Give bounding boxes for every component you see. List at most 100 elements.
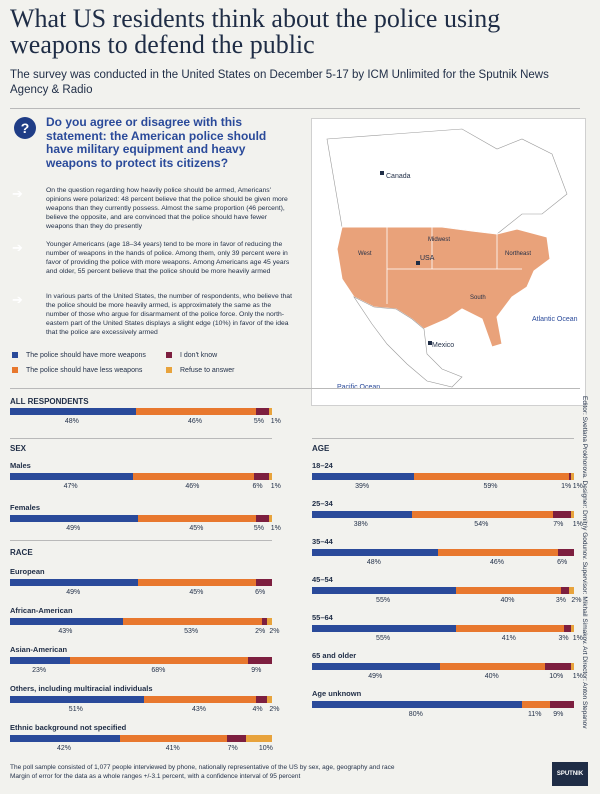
data-label: 40% — [500, 597, 515, 604]
data-label: 2% — [269, 628, 280, 635]
row-label: 18–24 — [312, 461, 333, 470]
divider — [10, 540, 272, 541]
bar-segment-more — [10, 515, 139, 522]
bar-segment-more — [312, 473, 415, 480]
data-label: 55% — [376, 635, 391, 642]
divider — [10, 388, 580, 389]
bar-segment-less — [70, 657, 249, 664]
row-label: Ethnic background not specified — [10, 723, 127, 732]
note-1: On the question regarding how heavily po… — [46, 187, 288, 230]
credits: Editor: Svetlana Prokhorova. Designer: D… — [581, 396, 588, 729]
bar-segment-refuse — [266, 696, 272, 703]
question-text: Do you agree or disagree with this state… — [46, 115, 267, 170]
data-label: 2% — [269, 706, 280, 713]
legend-swatch — [12, 367, 18, 374]
stacked-bar — [10, 579, 272, 586]
map-label-south: South — [470, 295, 486, 301]
data-label: 7% — [553, 521, 564, 528]
data-label: 68% — [151, 667, 166, 674]
arrow-icon: ➔ — [12, 292, 23, 307]
data-label: 2% — [255, 628, 266, 635]
row-label: 65 and older — [312, 651, 357, 660]
data-label: 10% — [549, 673, 564, 680]
bar-segment-dontknow — [545, 663, 572, 670]
note-2: Younger Americans (age 18–34 years) tend… — [46, 241, 290, 275]
stacked-bar — [10, 515, 272, 522]
bar-segment-dontknow — [253, 473, 270, 480]
map-label-pacific: Pacific Ocean — [337, 384, 380, 391]
data-label: 46% — [188, 418, 203, 425]
stacked-bar — [312, 701, 574, 708]
section-race: RACE — [10, 548, 33, 557]
stacked-bar — [312, 625, 574, 632]
data-label: 43% — [191, 706, 206, 713]
bar-segment-dontknow — [560, 587, 569, 594]
data-label: 53% — [184, 628, 199, 635]
arrow-icon: ➔ — [12, 240, 23, 255]
map-label-mexico: Mexico — [432, 342, 454, 349]
data-label: 59% — [483, 483, 498, 490]
data-label: 5% — [253, 525, 264, 532]
bar-segment-less — [414, 473, 569, 480]
data-label: 1% — [270, 483, 281, 490]
canada-land — [326, 128, 568, 235]
usa-land — [336, 226, 551, 348]
bar-segment-refuse — [266, 618, 272, 625]
data-label: 1% — [572, 521, 583, 528]
bar-segment-refuse — [571, 511, 574, 518]
section-all: ALL RESPONDENTS — [10, 397, 89, 406]
data-label: 2% — [571, 597, 582, 604]
stacked-bar — [312, 587, 574, 594]
bar-segment-dontknow — [248, 657, 272, 664]
bar-segment-less — [138, 579, 257, 586]
data-label: 4% — [252, 706, 263, 713]
row-label: Age unknown — [312, 689, 362, 698]
bar-segment-less — [143, 696, 257, 703]
bar-segment-less — [456, 587, 561, 594]
bar-segment-dontknow — [227, 735, 246, 742]
data-label: 1% — [270, 418, 281, 425]
stacked-bar — [312, 511, 574, 518]
bar-segment-refuse — [571, 625, 574, 632]
note-3: In various parts of the United States, t… — [46, 293, 292, 336]
stacked-bar — [312, 549, 574, 556]
data-label: 7% — [227, 745, 238, 752]
arrow-icon: ➔ — [12, 186, 23, 201]
data-label: 49% — [368, 673, 383, 680]
legend-dontknow: I don't know — [166, 352, 217, 359]
stacked-bar — [312, 473, 574, 480]
bar-segment-more — [312, 701, 522, 708]
bar-segment-more — [312, 549, 438, 556]
data-label: 23% — [32, 667, 47, 674]
bar-segment-more — [10, 618, 123, 625]
row-label: 45–54 — [312, 575, 333, 584]
bar-segment-more — [10, 696, 144, 703]
data-label: 40% — [484, 673, 499, 680]
bar-segment-less — [437, 549, 559, 556]
data-label: 48% — [64, 418, 79, 425]
data-label: 43% — [58, 628, 73, 635]
row-label: 25–34 — [312, 499, 333, 508]
row-label: 55–64 — [312, 613, 333, 622]
legend-label: I don't know — [180, 352, 218, 359]
bar-segment-less — [411, 511, 554, 518]
row-label: European — [10, 567, 45, 576]
bar-segment-dontknow — [558, 549, 574, 556]
row-label: Others, including multiracial individual… — [10, 684, 153, 693]
bar-segment-less — [456, 625, 564, 632]
section-sex: SEX — [10, 444, 27, 453]
bar-segment-more — [312, 663, 441, 670]
bar-segment-dontknow — [256, 696, 267, 703]
data-label: 3% — [555, 597, 566, 604]
bar-segment-refuse — [269, 515, 272, 522]
bar-segment-less — [521, 701, 551, 708]
legend-swatch — [166, 367, 172, 374]
bar-segment-more — [10, 408, 136, 415]
legend-label: The police should have more weapons — [26, 352, 146, 359]
row-label: African-American — [10, 606, 73, 615]
bar-segment-more — [312, 587, 457, 594]
data-label: 41% — [165, 745, 180, 752]
legend-swatch — [166, 352, 172, 359]
bar-segment-dontknow — [261, 618, 267, 625]
bar-segment-refuse — [269, 473, 272, 480]
